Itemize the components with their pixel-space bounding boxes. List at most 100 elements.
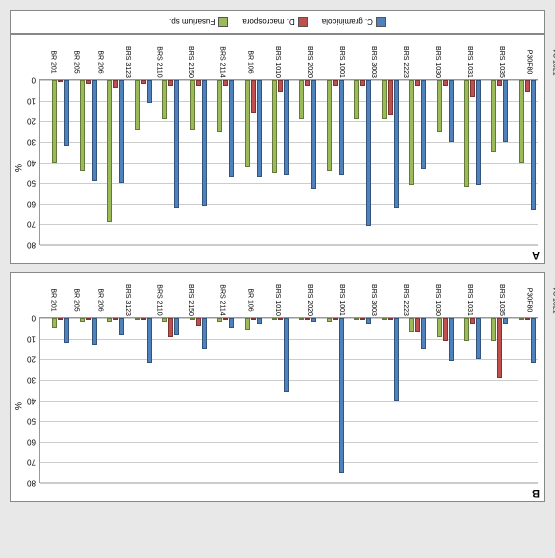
bar-group [262, 80, 289, 245]
bar-group [152, 80, 179, 245]
bar [409, 318, 414, 332]
x-label: BRS 1030 [420, 284, 454, 316]
bar [360, 318, 365, 320]
x-label: BRS 2020 [292, 284, 326, 316]
bar [327, 318, 332, 322]
bar-group [399, 80, 426, 245]
y-tick: 20 [20, 355, 36, 364]
bar [141, 318, 146, 320]
bar [519, 318, 524, 320]
bar [162, 80, 167, 119]
y-tick: 60 [20, 437, 36, 446]
plot-area: %01020304050607080 [39, 317, 538, 483]
bar-group [426, 318, 453, 483]
bar [388, 318, 393, 320]
bar [245, 80, 250, 167]
bar [333, 80, 338, 86]
bar [52, 80, 57, 163]
bar [497, 318, 502, 378]
bar-group [481, 318, 508, 483]
bar [278, 318, 283, 320]
bar-group [481, 80, 508, 245]
x-label: BRS 1001 [324, 284, 358, 316]
x-label: BRS 1010 [260, 284, 294, 316]
x-label: BRS 3003 [356, 46, 390, 78]
bar [299, 80, 304, 119]
legend: C. graminicolaD. macrosporaFusarium sp. [10, 10, 545, 34]
bar-group [124, 80, 151, 245]
y-tick: 40 [20, 158, 36, 167]
y-tick: 30 [20, 137, 36, 146]
bar [415, 318, 420, 332]
y-tick: 0 [20, 76, 36, 85]
bar [245, 318, 250, 330]
chart-panel: B BR 201BR 205BR 206BRS 3123BRS 2110BRS 2… [10, 272, 545, 502]
x-axis-labels: BR 201BR 205BR 206BRS 3123BRS 2110BRS 21… [39, 43, 538, 79]
bar [86, 80, 91, 84]
legend-label: C. graminicola [322, 18, 373, 27]
legend-swatch [218, 17, 228, 27]
bar-group [179, 318, 206, 483]
bar [333, 318, 338, 320]
bar [491, 80, 496, 152]
bar [107, 318, 112, 322]
bar [107, 80, 112, 222]
panel-label: A [532, 249, 540, 261]
bar-group [344, 318, 371, 483]
bar [525, 318, 530, 320]
bar [196, 80, 201, 86]
panel-label: B [532, 487, 540, 499]
bar [113, 80, 118, 88]
bar-group [454, 318, 481, 483]
bar [299, 318, 304, 320]
bar [251, 80, 256, 113]
bar-group [152, 318, 179, 483]
bar [327, 80, 332, 171]
bar [168, 80, 173, 86]
bar [415, 80, 420, 86]
bar [470, 318, 475, 324]
bar-group [207, 80, 234, 245]
bar-group [508, 318, 535, 483]
bar [86, 318, 91, 320]
bar [409, 80, 414, 185]
bar-group [234, 80, 261, 245]
x-label: BRS 2150 [173, 46, 207, 78]
x-label: BRS 1010 [260, 46, 294, 78]
plot-area: %01020304050607080 [39, 79, 538, 245]
bar [223, 80, 228, 86]
bar [135, 318, 140, 320]
x-label: BRS 2223 [388, 46, 422, 78]
bar [217, 80, 222, 132]
bar-group [179, 80, 206, 245]
bar [443, 80, 448, 86]
bar [190, 318, 195, 320]
x-label: BRS 2020 [292, 46, 326, 78]
bar [382, 80, 387, 119]
bar-group [371, 80, 398, 245]
bar [52, 318, 57, 328]
bar [272, 318, 277, 320]
x-axis-labels: BR 201BR 205BR 206BRS 3123BRS 2110BRS 21… [39, 281, 538, 317]
y-tick: 80 [20, 241, 36, 250]
x-label: BRS 1030 [420, 46, 454, 78]
bar [491, 318, 496, 341]
bar-group [69, 80, 96, 245]
y-tick: 0 [20, 314, 36, 323]
y-tick: 60 [20, 199, 36, 208]
bar-group [289, 318, 316, 483]
y-tick: 50 [20, 179, 36, 188]
bar-group [344, 80, 371, 245]
legend-label: D. macrospora [242, 18, 294, 27]
x-label: VC 1021 [538, 48, 555, 75]
bar-group [42, 318, 69, 483]
bar [141, 80, 146, 84]
bar [388, 80, 393, 115]
bar [531, 80, 536, 210]
y-tick: 10 [20, 334, 36, 343]
y-tick: 10 [20, 96, 36, 105]
bars-container [40, 80, 538, 245]
bar-group [316, 318, 343, 483]
bar-group [207, 318, 234, 483]
bar [519, 80, 524, 163]
